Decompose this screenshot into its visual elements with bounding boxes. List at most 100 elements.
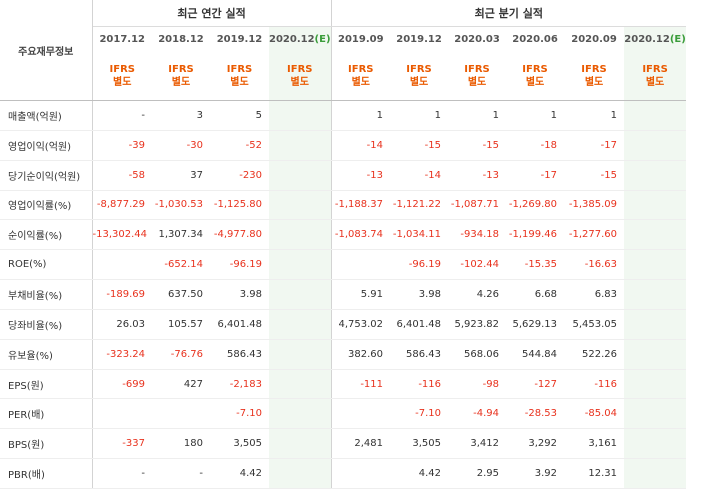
table-cell: -28.53	[506, 398, 565, 430]
period-header: 2019.09	[337, 34, 384, 45]
separate-label: 별도	[409, 77, 429, 88]
ifrs-standard-label: IFRS 별도	[506, 52, 565, 101]
row-label: 유보율(%)	[0, 339, 93, 370]
ifrs-standard-label: IFRS 별도	[390, 52, 449, 101]
table-cell	[152, 398, 210, 430]
table-cell: -230	[210, 160, 269, 191]
row-label: 당좌비율(%)	[0, 309, 93, 340]
table-cell: -17	[506, 160, 565, 191]
table-cell: -1,034.11	[390, 219, 449, 251]
row-label: BPS(원)	[0, 428, 93, 460]
ifrs-label: IFRS	[642, 64, 668, 75]
table-cell: 5.91	[331, 279, 391, 310]
table-cell	[92, 249, 152, 281]
table-cell: 427	[152, 369, 210, 400]
table-cell: 5,923.82	[448, 309, 507, 340]
table-cell: 6.68	[506, 279, 565, 310]
table-row: PER(배) -7.10 -7.10 -4.94 -28.53 -85.04	[0, 398, 687, 430]
table-cell: -323.24	[92, 339, 152, 370]
table-cell	[624, 428, 687, 460]
table-cell: 5	[210, 100, 269, 131]
quarterly-results-title: 최근 분기 실적	[331, 0, 687, 27]
separate-label: 별도	[467, 77, 487, 88]
table-cell: -111	[331, 369, 391, 400]
table-cell: 1	[564, 100, 625, 131]
table-cell: -1,188.37	[331, 190, 391, 221]
table-cell: -13	[448, 160, 507, 191]
table-cell	[269, 249, 332, 281]
table-row: BPS(원) -337 180 3,505 2,481 3,505 3,412 3,292 3,…	[0, 428, 687, 460]
table-cell: 522.26	[564, 339, 625, 370]
table-cell: 37	[152, 160, 210, 191]
table-cell: -2,183	[210, 369, 269, 400]
table-cell: -1,277.60	[564, 219, 625, 251]
table-cell: -1,121.22	[390, 190, 449, 221]
table-cell: -4.94	[448, 398, 507, 430]
ifrs-standard-label: IFRS 별도	[331, 52, 391, 101]
table-cell: -1,269.80	[506, 190, 565, 221]
table-cell	[269, 369, 332, 400]
table-cell	[624, 190, 687, 221]
table-cell: -15.35	[506, 249, 565, 281]
table-cell: -58	[92, 160, 152, 191]
row-label: ROE(%)	[0, 249, 93, 281]
table-cell: -127	[506, 369, 565, 400]
table-cell: -15	[448, 130, 507, 161]
table-cell	[624, 130, 687, 161]
separate-label: 별도	[351, 77, 370, 88]
table-cell: -102.44	[448, 249, 507, 281]
table-cell	[269, 219, 332, 251]
ifrs-standard-label: IFRS 별도	[152, 52, 210, 101]
row-label: 순이익률(%)	[0, 219, 93, 251]
table-cell	[624, 160, 687, 191]
separate-label: 별도	[113, 77, 132, 88]
table-cell: -1,083.74	[331, 219, 391, 251]
table-cell: 180	[152, 428, 210, 460]
table-cell: -96.19	[390, 249, 449, 281]
table-cell: 544.84	[506, 339, 565, 370]
table-cell	[624, 249, 687, 281]
table-row: 영업이익(억원) -39 -30 -52 -14 -15 -15 -18 -17	[0, 130, 687, 161]
table-cell	[331, 249, 391, 281]
table-cell: 5,629.13	[506, 309, 565, 340]
table-cell: 1	[448, 100, 507, 131]
table-cell: -1,385.09	[564, 190, 625, 221]
table-cell: 586.43	[210, 339, 269, 370]
table-cell: 105.57	[152, 309, 210, 340]
ifrs-label: IFRS	[406, 64, 432, 75]
table-cell: -1,030.53	[152, 190, 210, 221]
ifrs-label: IFRS	[168, 64, 194, 75]
column-header-corner: 주요재무정보	[0, 0, 93, 101]
table-cell: 4.26	[448, 279, 507, 310]
ifrs-label: IFRS	[581, 64, 607, 75]
period-label: 2020.12	[624, 34, 670, 45]
table-cell	[269, 428, 332, 460]
table-cell: 6,401.48	[210, 309, 269, 340]
table-cell: 5,453.05	[564, 309, 625, 340]
table-cell: -98	[448, 369, 507, 400]
table-cell: 637.50	[152, 279, 210, 310]
table-cell	[269, 100, 332, 131]
table-cell: -7.10	[390, 398, 449, 430]
table-cell: -1,087.71	[448, 190, 507, 221]
estimate-mark: (E)	[314, 34, 331, 45]
table-cell: -7.10	[210, 398, 269, 430]
table-row: 부채비율(%) -189.69 637.50 3.98 5.91 3.98 4.26 6.68…	[0, 279, 687, 310]
table-cell: -652.14	[152, 249, 210, 281]
table-cell: 382.60	[331, 339, 391, 370]
table-cell: 568.06	[448, 339, 507, 370]
separate-label: 별도	[525, 77, 545, 88]
table-cell: -116	[390, 369, 449, 400]
table-cell	[624, 369, 687, 400]
period-header: 2019.12	[216, 34, 263, 45]
table-cell: 1	[506, 100, 565, 131]
table-cell: -699	[92, 369, 152, 400]
table-cell: -14	[331, 130, 391, 161]
table-cell: -39	[92, 130, 152, 161]
table-cell: -14	[390, 160, 449, 191]
table-cell	[269, 398, 332, 430]
table-cell: -189.69	[92, 279, 152, 310]
row-label: 매출액(억원)	[0, 100, 93, 131]
table-cell: -96.19	[210, 249, 269, 281]
row-label: PER(배)	[0, 398, 93, 430]
